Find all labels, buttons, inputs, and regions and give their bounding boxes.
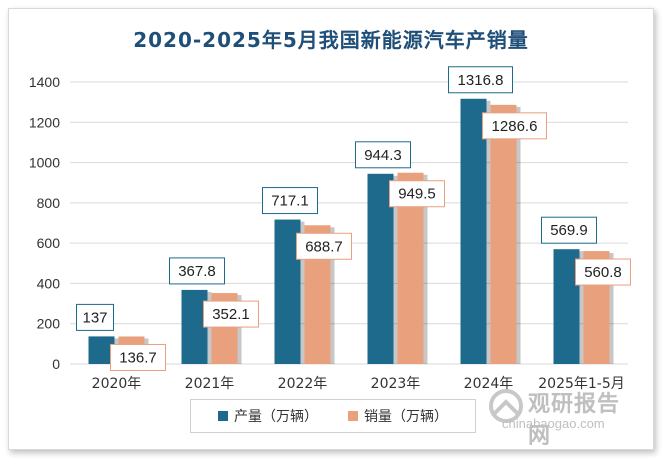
y-tick-label: 800 [37,195,61,211]
x-tick-label: 2020年 [92,376,142,392]
x-tick-label: 2023年 [371,376,421,392]
data-label-text: 569.9 [550,222,588,239]
data-label-text: 136.7 [119,349,157,366]
bar-sales [491,105,517,364]
data-label-production: 1316.8 [449,67,513,93]
data-label-sales: 949.5 [390,181,445,207]
x-tick-label: 2022年 [278,376,328,392]
y-tick-label: 1200 [29,114,60,130]
x-tick-label: 2021年 [185,376,235,392]
legend-item-production: 产量（万辆） [218,406,318,426]
y-tick-label: 0 [52,356,60,372]
data-label-text: 944.3 [364,147,402,164]
watermark-url: chinabaogao.com [502,416,605,431]
data-label-text: 688.7 [305,238,343,255]
data-label-production: 137 [77,304,114,330]
chart-legend: 产量（万辆） 销量（万辆） [190,399,476,433]
y-tick-label: 1400 [29,74,60,90]
data-label-sales: 688.7 [297,233,352,259]
data-label-text: 137 [82,309,107,326]
data-label-text: 352.1 [212,306,250,323]
data-label-text: 560.8 [584,264,622,281]
data-label-production: 569.9 [542,217,597,243]
data-label-text: 717.1 [271,193,309,210]
data-label-sales: 560.8 [576,259,631,285]
data-label-sales: 352.1 [204,301,259,327]
data-label-sales: 1286.6 [483,113,547,139]
y-tick-label: 400 [37,275,61,291]
data-label-text: 949.5 [398,186,436,203]
data-label-production: 944.3 [356,142,411,168]
legend-label-production: 产量（万辆） [234,406,318,426]
data-label-production: 367.8 [170,258,225,284]
data-label-text: 1286.6 [492,118,538,135]
data-label-text: 1316.8 [458,72,504,89]
legend-item-sales: 销量（万辆） [348,406,448,426]
legend-swatch-production [218,411,228,421]
legend-label-sales: 销量（万辆） [364,406,448,426]
y-tick-label: 200 [37,316,61,332]
watermark: 观研报告网 chinabaogao.com [488,386,638,436]
legend-swatch-sales [348,411,358,421]
data-label-sales: 136.7 [111,344,166,370]
data-label-text: 367.8 [178,263,216,280]
data-label-production: 717.1 [263,188,318,214]
y-tick-label: 600 [37,235,61,251]
y-tick-label: 1000 [29,155,60,171]
